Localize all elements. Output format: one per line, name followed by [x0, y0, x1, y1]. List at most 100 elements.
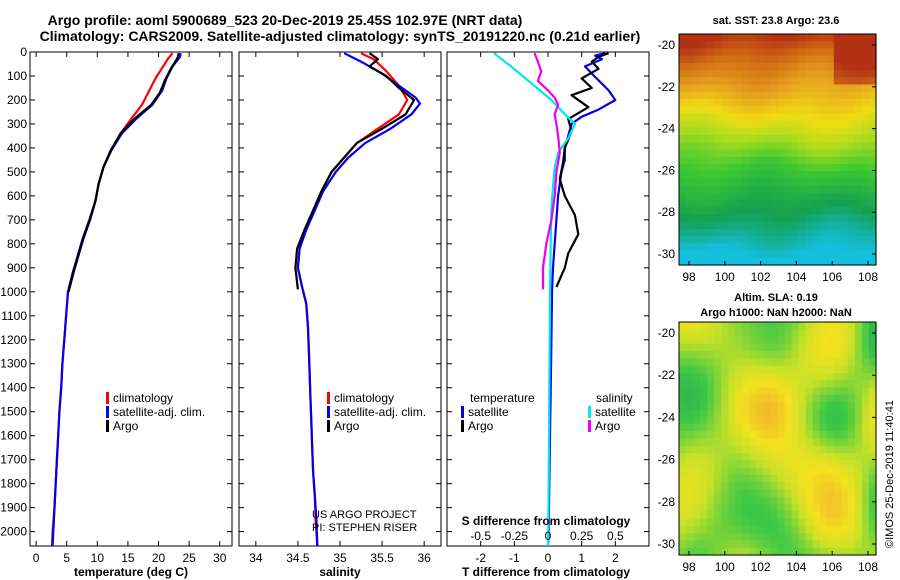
map-cell: [812, 511, 821, 520]
salinity-axis: 34 34.5 35 35.5 36: [249, 52, 431, 565]
depth-tick-label: 1100: [1, 309, 27, 323]
map-cell: [791, 511, 800, 520]
map-cell: [728, 453, 736, 461]
map-cell: [770, 221, 779, 230]
map-cell: [700, 156, 708, 165]
map-cell: [735, 185, 743, 194]
map-cell: [826, 423, 835, 432]
map-cell: [819, 192, 828, 201]
map-cell: [812, 221, 821, 230]
map-cell: [826, 372, 835, 381]
map-cell: [728, 402, 736, 410]
map-cell: [679, 171, 687, 179]
map-cell: [763, 518, 772, 527]
lat-tick-label: -26: [658, 163, 676, 177]
map-cell: [693, 547, 701, 556]
map-cell: [763, 142, 772, 151]
map-cell: [707, 402, 715, 410]
map-cell: [707, 372, 715, 381]
map-cell: [756, 365, 765, 374]
map-cell: [826, 171, 835, 179]
map-cell: [679, 62, 687, 71]
map-cell: [826, 221, 835, 230]
map-cell: [840, 460, 849, 469]
map-cell: [798, 62, 807, 71]
map-cell: [707, 55, 715, 64]
map-cell: [763, 474, 772, 483]
map-cell: [791, 236, 800, 244]
series-s-satellite: [493, 52, 577, 547]
map-cell: [854, 120, 863, 129]
map-cell: [707, 540, 715, 549]
map-cell: [693, 409, 701, 418]
map-cell: [784, 207, 793, 216]
map-cell: [777, 460, 786, 469]
map-cell: [770, 467, 779, 476]
map-cell: [840, 336, 849, 345]
map-cell: [826, 402, 835, 410]
map-cell: [700, 207, 708, 216]
map-cell: [805, 200, 814, 208]
map-cell: [840, 200, 849, 208]
map-cell: [749, 409, 757, 418]
map-cell: [861, 511, 870, 520]
map-cell: [791, 98, 800, 107]
map-cell: [777, 41, 786, 50]
map-cell: [714, 372, 722, 381]
map-cell: [861, 438, 870, 447]
map-cell: [763, 423, 772, 432]
lon-tick-label: 106: [822, 270, 842, 284]
map-cell: [679, 84, 687, 93]
map-cell: [686, 343, 694, 352]
map-cell: [812, 423, 821, 432]
map-cell: [791, 482, 800, 491]
map-cell: [707, 445, 715, 454]
map-cell: [728, 329, 736, 338]
map-cell: [707, 343, 715, 352]
map-cell: [721, 192, 729, 201]
map-cell: [812, 438, 821, 447]
map-cell: [805, 416, 814, 425]
map-cell: [714, 496, 722, 505]
map-cell: [826, 228, 835, 237]
map-cell: [714, 91, 722, 100]
map-cell: [714, 250, 722, 259]
map-cell: [756, 387, 765, 396]
map-cell: [840, 431, 849, 440]
temperature-plot-frame: [29, 51, 233, 547]
map-cell: [735, 34, 743, 42]
map-cell: [868, 228, 877, 237]
map-cell: [847, 228, 856, 237]
map-cell: [735, 127, 743, 136]
map-cell: [721, 113, 729, 122]
map-cell: [868, 257, 877, 266]
map-cell: [770, 511, 779, 520]
map-cell: [735, 387, 743, 396]
map-cell: [861, 127, 870, 136]
map-cell: [819, 351, 828, 360]
map-cell: [812, 460, 821, 469]
map-cell: [693, 142, 701, 151]
map-cell: [679, 518, 687, 527]
map-cell: [770, 409, 779, 418]
map-cell: [861, 460, 870, 469]
map-cell: [770, 55, 779, 64]
map-cell: [735, 98, 743, 107]
map-cell: [784, 34, 793, 42]
map-cell: [679, 380, 687, 389]
map-cell: [812, 171, 821, 179]
series-argo: [67, 52, 180, 293]
map-cell: [770, 489, 779, 498]
map-cell: [847, 62, 856, 71]
map-cell: [693, 207, 701, 216]
map-cell: [854, 416, 863, 425]
map-cell: [805, 343, 814, 352]
map-cell: [819, 127, 828, 136]
map-cell: [819, 431, 828, 440]
map-cell: [693, 496, 701, 505]
map-cell: [784, 41, 793, 50]
map-cell: [749, 236, 757, 244]
map-cell: [742, 467, 750, 476]
map-cell: [777, 453, 786, 461]
map-cell: [679, 34, 687, 42]
